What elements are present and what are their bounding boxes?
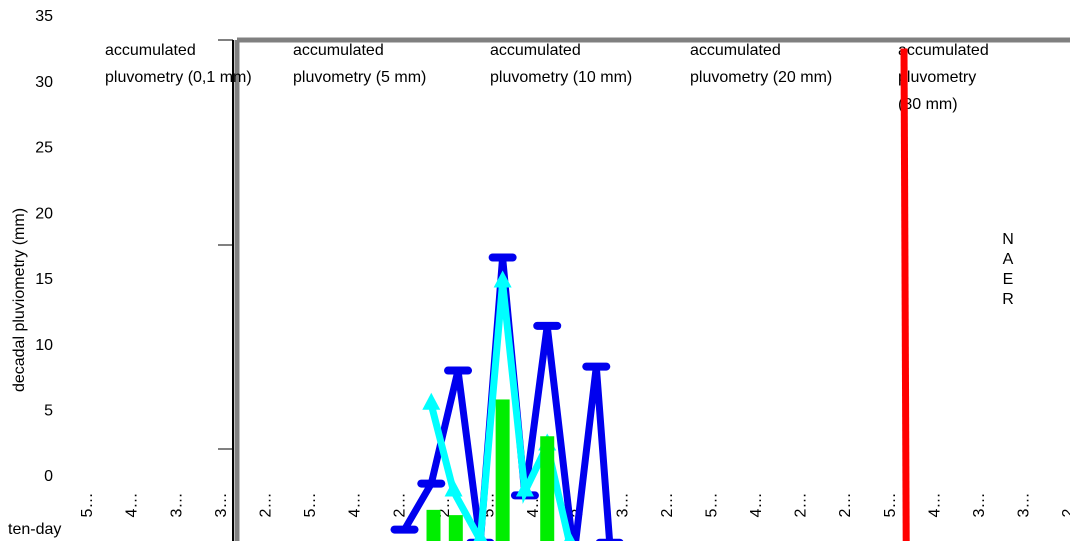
header-label: pluvometry (5 mm) bbox=[293, 69, 426, 86]
marker bbox=[493, 270, 512, 288]
x-axis-label: ten-day bbox=[8, 521, 61, 538]
x-tick-label: 2… bbox=[391, 493, 408, 518]
y-tick-label: 15 bbox=[35, 271, 53, 288]
header-label: accumulated bbox=[293, 42, 384, 59]
x-tick-label: 3… bbox=[614, 493, 631, 518]
x-tick-label: 4… bbox=[748, 493, 765, 518]
data-line bbox=[900, 48, 910, 541]
header-label: pluvometry (0,1 mm) bbox=[105, 69, 252, 86]
header-label: pluvometry (20 mm) bbox=[690, 69, 832, 86]
x-tick-label: 2… bbox=[1060, 493, 1070, 518]
marker bbox=[564, 530, 575, 541]
y-tick-label: 25 bbox=[35, 140, 53, 157]
header-label: accumulated bbox=[490, 42, 581, 59]
marker bbox=[473, 528, 488, 541]
x-tick-label: 4… bbox=[926, 493, 943, 518]
header-label: pluvometry (10 mm) bbox=[490, 69, 632, 86]
side-label: R bbox=[1002, 291, 1014, 308]
bar bbox=[540, 436, 555, 541]
x-tick-label: 4… bbox=[347, 493, 364, 518]
side-label: A bbox=[1003, 251, 1014, 268]
y-tick-label: 5 bbox=[44, 403, 53, 420]
y-tick-label: 10 bbox=[35, 337, 53, 354]
header-label: (30 mm) bbox=[898, 96, 958, 113]
x-tick-label: 2… bbox=[837, 493, 854, 518]
header-label: accumulated bbox=[898, 42, 989, 59]
x-tick-label: 3… bbox=[971, 493, 988, 518]
marker bbox=[515, 479, 534, 497]
bar bbox=[448, 515, 463, 541]
y-tick-label: 35 bbox=[35, 8, 53, 25]
x-tick-label: 2… bbox=[257, 493, 274, 518]
marker bbox=[422, 392, 441, 410]
bar bbox=[426, 509, 441, 541]
y-tick-label: 0 bbox=[44, 468, 53, 485]
x-tick-label: 2… bbox=[793, 493, 810, 518]
y-tick-label: 30 bbox=[35, 74, 53, 91]
header-label: accumulated bbox=[105, 42, 196, 59]
y-axis-label: decadal pluviometry (mm) bbox=[11, 208, 28, 392]
side-label: E bbox=[1003, 271, 1014, 288]
x-tick-label: 3… bbox=[168, 493, 185, 518]
x-tick-label: 5… bbox=[703, 493, 720, 518]
x-tick-label: 4… bbox=[124, 493, 141, 518]
x-tick-label: 3… bbox=[1016, 493, 1033, 518]
x-tick-label: 3… bbox=[213, 493, 230, 518]
x-tick-label: 2… bbox=[659, 493, 676, 518]
side-label: N bbox=[1002, 231, 1014, 248]
marker bbox=[444, 479, 463, 497]
x-tick-label: 5… bbox=[882, 493, 899, 518]
x-tick-label: 5… bbox=[79, 493, 96, 518]
header-label: accumulated bbox=[690, 42, 781, 59]
y-tick-label: 20 bbox=[35, 205, 53, 222]
x-tick-label: 5… bbox=[302, 493, 319, 518]
bar bbox=[495, 399, 510, 541]
header-label: pluvometry bbox=[898, 69, 976, 86]
